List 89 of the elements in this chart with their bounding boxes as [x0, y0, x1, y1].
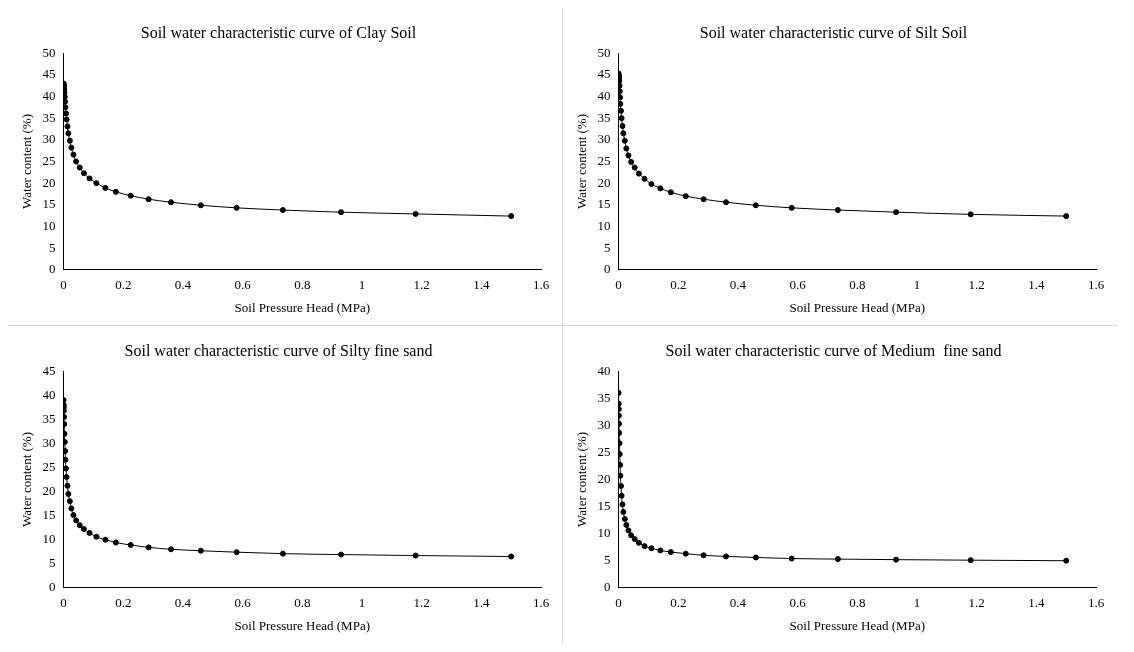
x-tick-label: 1: [913, 595, 921, 611]
x-tick-label: 1.6: [532, 277, 550, 293]
chart-title: Soil water characteristic curve of Silty fine sand: [124, 341, 433, 360]
y-tick-label: 40: [42, 87, 56, 103]
y-tick-label: 0: [604, 261, 611, 277]
x-tick-label: 0: [60, 595, 67, 611]
y-tick-label: 30: [597, 131, 611, 147]
x-tick-label: 0.6: [789, 277, 807, 293]
x-tick-label: 0.6: [789, 595, 807, 611]
y-tick-label: 15: [42, 507, 56, 523]
y-tick-label: 30: [42, 131, 56, 147]
y-tick-label: 15: [42, 196, 56, 212]
y-tick-label: 5: [604, 239, 611, 255]
y-tick-label: 40: [597, 87, 611, 103]
x-tick-label: 1.6: [1087, 595, 1105, 611]
x-tick-label: 0.8: [849, 595, 866, 611]
y-tick-label: 10: [597, 217, 611, 233]
y-axis-title: Water content (%): [19, 114, 35, 209]
x-tick-label: 1.6: [1087, 277, 1105, 293]
x-tick-label: 0: [615, 595, 622, 611]
y-tick-label: 40: [597, 362, 611, 378]
x-tick-label: 1.4: [1028, 277, 1045, 293]
x-tick-label: 1.2: [968, 595, 985, 611]
y-tick-label: 40: [42, 386, 56, 402]
y-tick-label: 45: [42, 66, 56, 82]
x-tick-label: 0.8: [849, 277, 866, 293]
x-tick-label: 0.4: [174, 595, 192, 611]
y-tick-label: 20: [597, 174, 611, 190]
x-tick-label: 0.6: [234, 277, 252, 293]
y-tick-label: 25: [42, 458, 56, 474]
y-tick-label: 45: [42, 362, 56, 378]
y-axis-title: Water content (%): [574, 432, 590, 527]
y-tick-label: 10: [597, 525, 611, 541]
y-axis-title: Water content (%): [574, 114, 590, 209]
y-tick-label: 35: [597, 389, 611, 405]
chart-title: Soil water characteristic curve of Silt Soil: [699, 23, 968, 41]
x-tick-label: 1.2: [413, 277, 430, 293]
y-tick-label: 0: [49, 579, 56, 595]
y-tick-label: 45: [597, 66, 611, 82]
y-tick-label: 10: [42, 531, 56, 547]
x-tick-label: 0.2: [115, 595, 132, 611]
y-tick-label: 30: [42, 434, 56, 450]
y-tick-label: 35: [42, 109, 56, 125]
x-axis-title: Soil Pressure Head (MPa): [234, 617, 370, 633]
y-tick-label: 5: [49, 239, 56, 255]
x-tick-label: 0.2: [115, 277, 132, 293]
y-tick-label: 0: [49, 261, 56, 277]
y-tick-label: 20: [597, 470, 611, 486]
chart-title: Soil water characteristic curve of Clay Soil: [140, 23, 417, 42]
x-tick-label: 1: [358, 595, 366, 611]
x-tick-label: 0: [60, 277, 67, 293]
x-tick-label: 0.6: [234, 595, 252, 611]
x-tick-label: 1.2: [968, 277, 985, 293]
x-tick-label: 0.8: [294, 277, 311, 293]
x-axis-title: Soil Pressure Head (MPa): [789, 617, 925, 633]
y-tick-label: 20: [42, 482, 56, 498]
y-tick-label: 50: [42, 44, 56, 60]
x-tick-label: 1.4: [473, 595, 490, 611]
y-tick-label: 15: [597, 498, 611, 513]
y-tick-label: 15: [597, 196, 611, 212]
x-tick-label: 1: [913, 277, 921, 293]
x-tick-label: 1.4: [473, 277, 490, 293]
x-tick-label: 1.4: [1028, 595, 1045, 611]
y-tick-label: 35: [597, 109, 611, 125]
y-tick-label: 25: [42, 152, 56, 168]
x-tick-label: 0.2: [670, 277, 687, 293]
y-tick-label: 30: [597, 416, 611, 432]
y-tick-label: 5: [49, 555, 56, 571]
y-tick-label: 0: [604, 579, 611, 595]
x-tick-label: 0.8: [294, 595, 311, 611]
x-tick-label: 0: [615, 277, 622, 293]
x-tick-label: 0.4: [174, 277, 192, 293]
x-tick-label: 0.4: [729, 595, 747, 611]
x-tick-label: 0.2: [670, 595, 687, 611]
y-tick-label: 25: [597, 152, 611, 168]
x-tick-label: 0.4: [729, 277, 747, 293]
x-tick-label: 1.6: [532, 595, 550, 611]
x-tick-label: 1.2: [413, 595, 430, 611]
x-axis-title: Soil Pressure Head (MPa): [789, 299, 925, 315]
y-tick-label: 5: [604, 552, 611, 568]
y-axis-title: Water content (%): [19, 432, 35, 527]
x-tick-label: 1: [358, 277, 366, 293]
y-tick-label: 50: [597, 44, 611, 60]
y-tick-label: 25: [597, 443, 611, 459]
y-tick-label: 10: [42, 217, 56, 233]
y-tick-label: 20: [42, 174, 56, 190]
chart-title: Soil water characteristic curve of Medium fine sand: [665, 341, 1002, 359]
y-tick-label: 35: [42, 410, 56, 426]
x-axis-title: Soil Pressure Head (MPa): [234, 299, 370, 315]
